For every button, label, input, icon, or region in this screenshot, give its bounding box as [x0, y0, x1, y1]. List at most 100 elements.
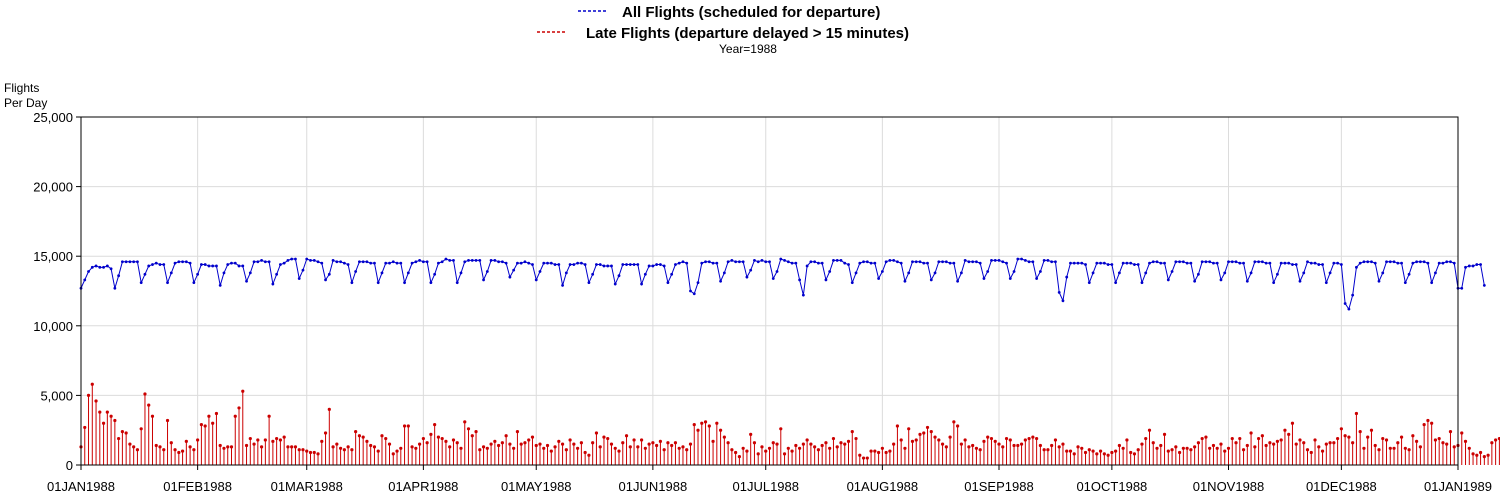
all-flights-point: [1099, 261, 1102, 265]
all-flights-point: [485, 270, 489, 273]
late-flights-point: [583, 450, 587, 455]
late-flights-point: [594, 431, 599, 435]
late-flights-point: [489, 442, 493, 446]
late-flights-point: [831, 436, 836, 441]
late-flights-point: [1042, 448, 1046, 452]
late-flights-point: [1272, 442, 1276, 446]
all-flights-point: [384, 261, 388, 265]
all-flights-point: [1151, 260, 1155, 264]
all-flights-point: [1084, 263, 1087, 266]
late-flights-point: [688, 442, 693, 446]
all-flights-point: [1257, 260, 1260, 264]
all-flights-point: [120, 260, 124, 264]
all-flights-point: [342, 261, 346, 265]
late-flights-point: [1339, 427, 1343, 431]
all-flights-point: [666, 281, 670, 285]
all-flights-point: [1355, 265, 1358, 269]
legend: All Flights (scheduled for departure) La…: [537, 4, 909, 42]
all-flights-point: [263, 260, 267, 264]
all-flights-point: [1358, 261, 1362, 265]
late-flights-point: [940, 442, 945, 446]
all-flights-point: [1479, 263, 1482, 266]
all-flights-point: [1441, 261, 1445, 265]
late-flights-point: [1241, 448, 1246, 452]
late-flights-point: [124, 431, 128, 435]
all-flights-point: [1155, 260, 1159, 264]
all-flights-point: [617, 274, 621, 278]
all-flights-point: [1140, 281, 1144, 285]
all-flights-line: [80, 258, 1485, 311]
all-flights-point: [1223, 271, 1227, 275]
all-flights-point: [361, 260, 365, 264]
all-flights-point: [113, 286, 117, 290]
all-flights-point: [850, 281, 854, 285]
late-flights-point: [139, 427, 143, 431]
all-flights-point: [828, 270, 832, 273]
all-flights-point: [1159, 261, 1163, 265]
all-flights-point: [188, 261, 192, 265]
late-flights-point: [775, 442, 779, 446]
late-flights-point: [83, 425, 87, 430]
all-flights-point: [613, 282, 617, 286]
x-tick-label: 01NOV1988: [1193, 479, 1265, 494]
late-flights-point: [211, 421, 215, 425]
late-flights-point: [226, 445, 230, 449]
all-flights-point: [403, 281, 406, 285]
late-flights-point: [1136, 448, 1140, 452]
all-flights-point: [1482, 284, 1486, 287]
late-flights-point: [263, 438, 267, 442]
late-flights-point: [143, 392, 147, 396]
late-flights-point: [474, 429, 478, 434]
late-flights-point: [233, 414, 237, 418]
late-flights-point: [549, 449, 553, 453]
late-flights-point: [651, 441, 655, 445]
all-flights-point: [959, 271, 963, 275]
all-flights-point: [1385, 260, 1388, 264]
late-flights-point: [192, 448, 196, 452]
late-flights-point: [244, 443, 249, 448]
late-flights-point: [433, 423, 437, 427]
all-flights-point: [711, 261, 715, 265]
late-flights-point: [609, 442, 614, 446]
all-flights-point: [1031, 260, 1035, 264]
all-flights-point: [805, 264, 809, 268]
late-flights-point: [1305, 448, 1310, 452]
all-flights-point: [1046, 258, 1050, 262]
late-flights-point: [436, 435, 441, 439]
all-flights-point: [1411, 261, 1415, 265]
late-flights-point: [1223, 449, 1227, 453]
all-flights-point: [1426, 261, 1430, 265]
all-flights-point: [1102, 261, 1106, 265]
all-flights-point: [1001, 260, 1005, 264]
all-flights-point: [1445, 260, 1449, 264]
late-flights-point: [305, 449, 309, 453]
all-flights-point: [109, 267, 113, 271]
all-flights-point: [986, 270, 990, 273]
late-flights-point: [184, 439, 188, 443]
late-flights-point: [459, 446, 463, 450]
all-flights-point: [1117, 271, 1121, 275]
all-flights-point: [467, 258, 470, 262]
all-flights-point: [376, 281, 380, 285]
all-flights-point: [245, 279, 248, 283]
late-flights-point: [323, 431, 328, 435]
late-flights-point: [207, 414, 211, 418]
late-flights-point: [1065, 449, 1069, 453]
all-flights-point: [418, 258, 422, 262]
late-flights-point: [707, 424, 711, 428]
y-axis-label-line1: Flights: [4, 81, 39, 95]
x-tick-label: 01AUG1988: [847, 479, 919, 494]
late-flights-point: [813, 445, 817, 449]
late-flights-point: [1298, 438, 1302, 442]
all-flights-point: [1181, 260, 1185, 264]
all-flights-point: [817, 261, 820, 265]
late-flights-point: [643, 446, 647, 450]
late-flights-point: [1196, 441, 1201, 445]
all-flights-point: [568, 263, 572, 266]
x-tick-label: 01FEB1988: [163, 479, 232, 494]
late-flights-point: [530, 435, 535, 439]
late-flights-point: [621, 441, 625, 445]
late-flights-point: [869, 449, 873, 453]
all-flights-point: [1170, 270, 1174, 273]
